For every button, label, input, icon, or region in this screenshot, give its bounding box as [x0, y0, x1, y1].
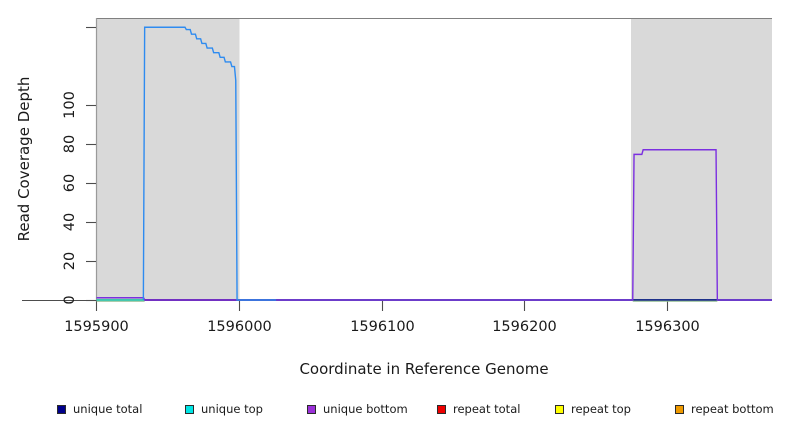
y-axis-tick-labels: 0 20 40 60 80 100 [62, 91, 78, 304]
legend-item-unique-bottom[interactable]: unique bottom [307, 398, 408, 420]
legend-item-unique-top[interactable]: unique top [185, 398, 263, 420]
series-coverage-blue-left-block [142, 26, 277, 301]
x-tick-label-1595900: 1595900 [64, 319, 129, 335]
y-axis-ticks [86, 26, 96, 302]
y-tick-label-0: 0 [62, 295, 78, 304]
x-tick-label-1596200: 1596200 [492, 319, 557, 335]
shaded-region-left [96, 18, 240, 300]
legend-label-unique-bottom: unique bottom [323, 402, 408, 416]
shaded-region-right [631, 18, 772, 300]
x-axis-title: Coordinate in Reference Genome [299, 360, 548, 378]
legend-label-unique-total: unique total [73, 402, 143, 416]
legend-label-repeat-bottom: repeat bottom [691, 402, 774, 416]
data-traces [96, 26, 772, 302]
legend-swatch-unique-top [185, 404, 194, 414]
y-tick-label-60: 60 [62, 174, 78, 192]
legend-label-repeat-total: repeat total [453, 402, 521, 416]
legend-label-unique-top: unique top [201, 402, 263, 416]
chart-legend: unique total unique top unique bottom re… [0, 398, 792, 420]
legend-swatch-repeat-top [555, 404, 564, 414]
y-tick-label-80: 80 [62, 135, 78, 153]
x-tick-label-1596100: 1596100 [350, 319, 415, 335]
legend-label-repeat-top: repeat top [571, 402, 631, 416]
shaded-regions [96, 18, 772, 300]
legend-item-repeat-total[interactable]: repeat total [437, 398, 520, 420]
legend-item-repeat-bottom[interactable]: repeat bottom [675, 398, 774, 420]
x-tick-label-1596300: 1596300 [635, 319, 700, 335]
legend-swatch-repeat-bottom [675, 404, 684, 414]
x-axis-tick-labels: 1595900 1596000 1596100 1596200 1596300 [64, 319, 700, 335]
legend-item-repeat-top[interactable]: repeat top [555, 398, 631, 420]
x-axis-ticks [95, 301, 669, 311]
y-axis-title: Read Coverage Depth [15, 77, 33, 242]
y-tick-label-40: 40 [62, 213, 78, 231]
x-tick-label-1596000: 1596000 [207, 319, 272, 335]
legend-swatch-repeat-total [437, 404, 446, 414]
legend-swatch-unique-bottom [307, 404, 316, 414]
legend-item-unique-total[interactable]: unique total [57, 398, 142, 420]
y-tick-label-20: 20 [62, 252, 78, 270]
y-tick-label-100: 100 [62, 91, 78, 119]
legend-swatch-unique-total [57, 404, 66, 414]
